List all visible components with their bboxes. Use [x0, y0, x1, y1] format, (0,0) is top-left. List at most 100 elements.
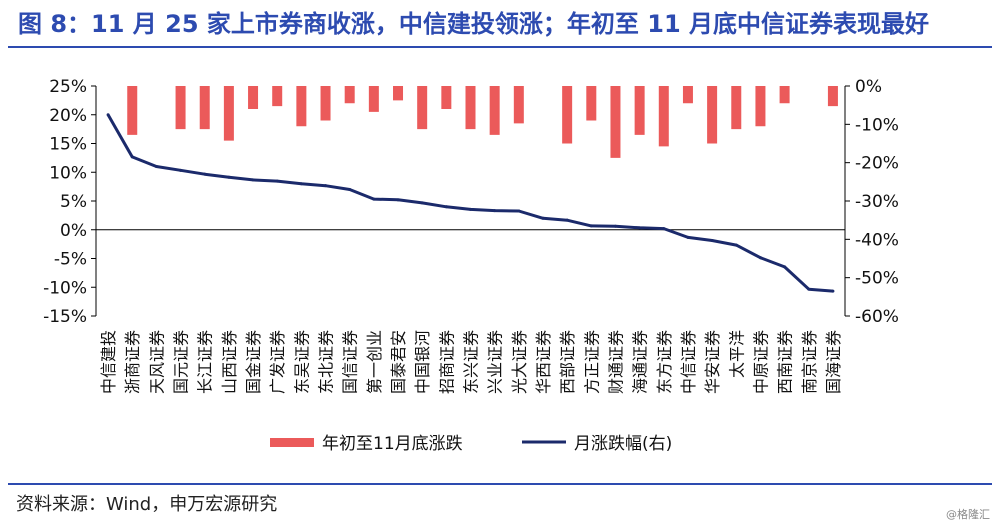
line-point — [517, 209, 521, 213]
bar — [682, 86, 693, 104]
bar — [223, 86, 234, 141]
bar — [465, 86, 476, 130]
legend-bar-label: 年初至11月底涨跌 — [322, 434, 463, 454]
line-point — [420, 201, 424, 205]
bar — [248, 86, 259, 109]
bar — [175, 86, 186, 130]
x-tick-label: 长江证券 — [196, 330, 215, 394]
bar — [707, 86, 718, 144]
line-series — [106, 113, 835, 293]
line-point — [831, 289, 835, 293]
line-point — [686, 235, 690, 239]
line-point — [734, 243, 738, 247]
bar — [393, 86, 404, 101]
x-tick-label: 兴业证券 — [486, 330, 505, 394]
bar — [731, 86, 742, 130]
right-axis-tick-label: -10% — [855, 115, 899, 135]
left-axis-tick-label: -5% — [54, 250, 87, 270]
bar — [513, 86, 524, 124]
x-tick-label: 招商证券 — [437, 330, 456, 394]
line-point — [179, 168, 183, 172]
x-tick-label: 中信建投 — [99, 330, 118, 394]
line-point — [348, 188, 352, 191]
left-axis-tick-label: -15% — [43, 307, 87, 327]
left-axis-tick-label: 0% — [60, 221, 87, 241]
x-tick-label: 国元证券 — [172, 330, 191, 394]
line-point — [372, 197, 376, 201]
right-axis-tick-label: -20% — [855, 154, 899, 174]
left-axis-tick-label: 5% — [60, 192, 87, 212]
line-path — [106, 114, 834, 293]
x-tick-label: 海通证券 — [631, 330, 650, 394]
line-point — [541, 216, 545, 220]
line-point — [783, 265, 787, 269]
line-point — [130, 155, 134, 159]
line-point — [203, 172, 207, 176]
x-tick-label: 广发证券 — [268, 330, 287, 394]
line-point — [251, 178, 255, 182]
bar — [634, 86, 645, 135]
x-tick-label: 中信证券 — [679, 330, 698, 394]
line-point — [758, 256, 762, 260]
x-tick-label: 浙商证券 — [123, 330, 142, 394]
source-note: 资料来源：Wind，申万宏源研究 — [16, 494, 278, 515]
bar — [586, 86, 597, 121]
x-tick-label: 方正证券 — [582, 330, 601, 394]
x-axis-labels: 中信建投 浙商证券 天风证券 国元证券 长江证券 山西证券 国金证券 广发证券 东吴证券 东北证券… — [99, 330, 843, 394]
bar — [489, 86, 500, 135]
x-tick-label: 东方证券 — [655, 330, 674, 394]
line-point — [299, 182, 303, 186]
x-tick-label: 山西证券 — [220, 330, 239, 394]
bar — [344, 86, 355, 104]
line-point — [613, 224, 617, 228]
legend-bar-swatch — [270, 438, 314, 447]
chart: -15% -10% -5% 0% 5% 10% 15% 20% 25% -60% -50% -40%… — [43, 77, 899, 454]
x-tick-label: 西南证券 — [776, 330, 795, 394]
right-axis-tick-label: -30% — [855, 192, 899, 212]
x-tick-label: 国泰君安 — [389, 330, 408, 394]
bar — [127, 86, 138, 135]
bar — [755, 86, 766, 127]
left-axis-tick-label: 10% — [49, 163, 87, 183]
x-tick-label: 华安证券 — [703, 330, 722, 394]
legend: 年初至11月底涨跌 月涨跌幅(右) — [270, 434, 672, 454]
line-point — [396, 198, 400, 202]
bar — [417, 86, 428, 130]
x-tick-label: 财通证券 — [606, 330, 625, 394]
right-axis-tick-label: 0% — [855, 77, 882, 97]
line-point — [493, 209, 497, 213]
right-axis: -60% -50% -40% -30% -20% -10% 0% — [844, 77, 899, 327]
x-tick-label: 中国银河 — [413, 330, 432, 394]
watermark: @格隆汇 — [946, 508, 990, 521]
bar — [272, 86, 283, 107]
right-axis-tick-label: -60% — [855, 307, 899, 327]
x-tick-label: 东北证券 — [317, 330, 336, 394]
bar — [610, 86, 621, 158]
line-point — [638, 226, 642, 230]
left-axis-tick-label: -10% — [43, 278, 87, 298]
x-tick-label: 太平洋 — [727, 330, 746, 378]
bar — [320, 86, 331, 121]
left-axis-tick-label: 20% — [49, 106, 87, 126]
x-tick-label: 西部证券 — [558, 330, 577, 394]
line-point — [106, 113, 110, 117]
x-tick-label: 中原证券 — [751, 330, 770, 394]
line-point — [324, 184, 328, 188]
bar-series — [127, 86, 838, 158]
title-divider — [8, 46, 992, 48]
x-tick-label: 国金证券 — [244, 330, 263, 394]
line-point — [589, 224, 593, 228]
line-point — [662, 227, 666, 231]
left-axis: -15% -10% -5% 0% 5% 10% 15% 20% 25% — [43, 77, 845, 327]
legend-line-label: 月涨跌幅(右) — [574, 434, 672, 454]
line-point — [444, 205, 448, 209]
bar — [296, 86, 307, 127]
bar — [827, 86, 838, 107]
bar — [368, 86, 379, 112]
right-axis-tick-label: -40% — [855, 230, 899, 250]
line-point — [275, 179, 279, 183]
bar — [441, 86, 452, 109]
x-tick-label: 南京证券 — [800, 330, 819, 394]
left-axis-tick-label: 25% — [49, 77, 87, 97]
line-point — [227, 175, 231, 179]
